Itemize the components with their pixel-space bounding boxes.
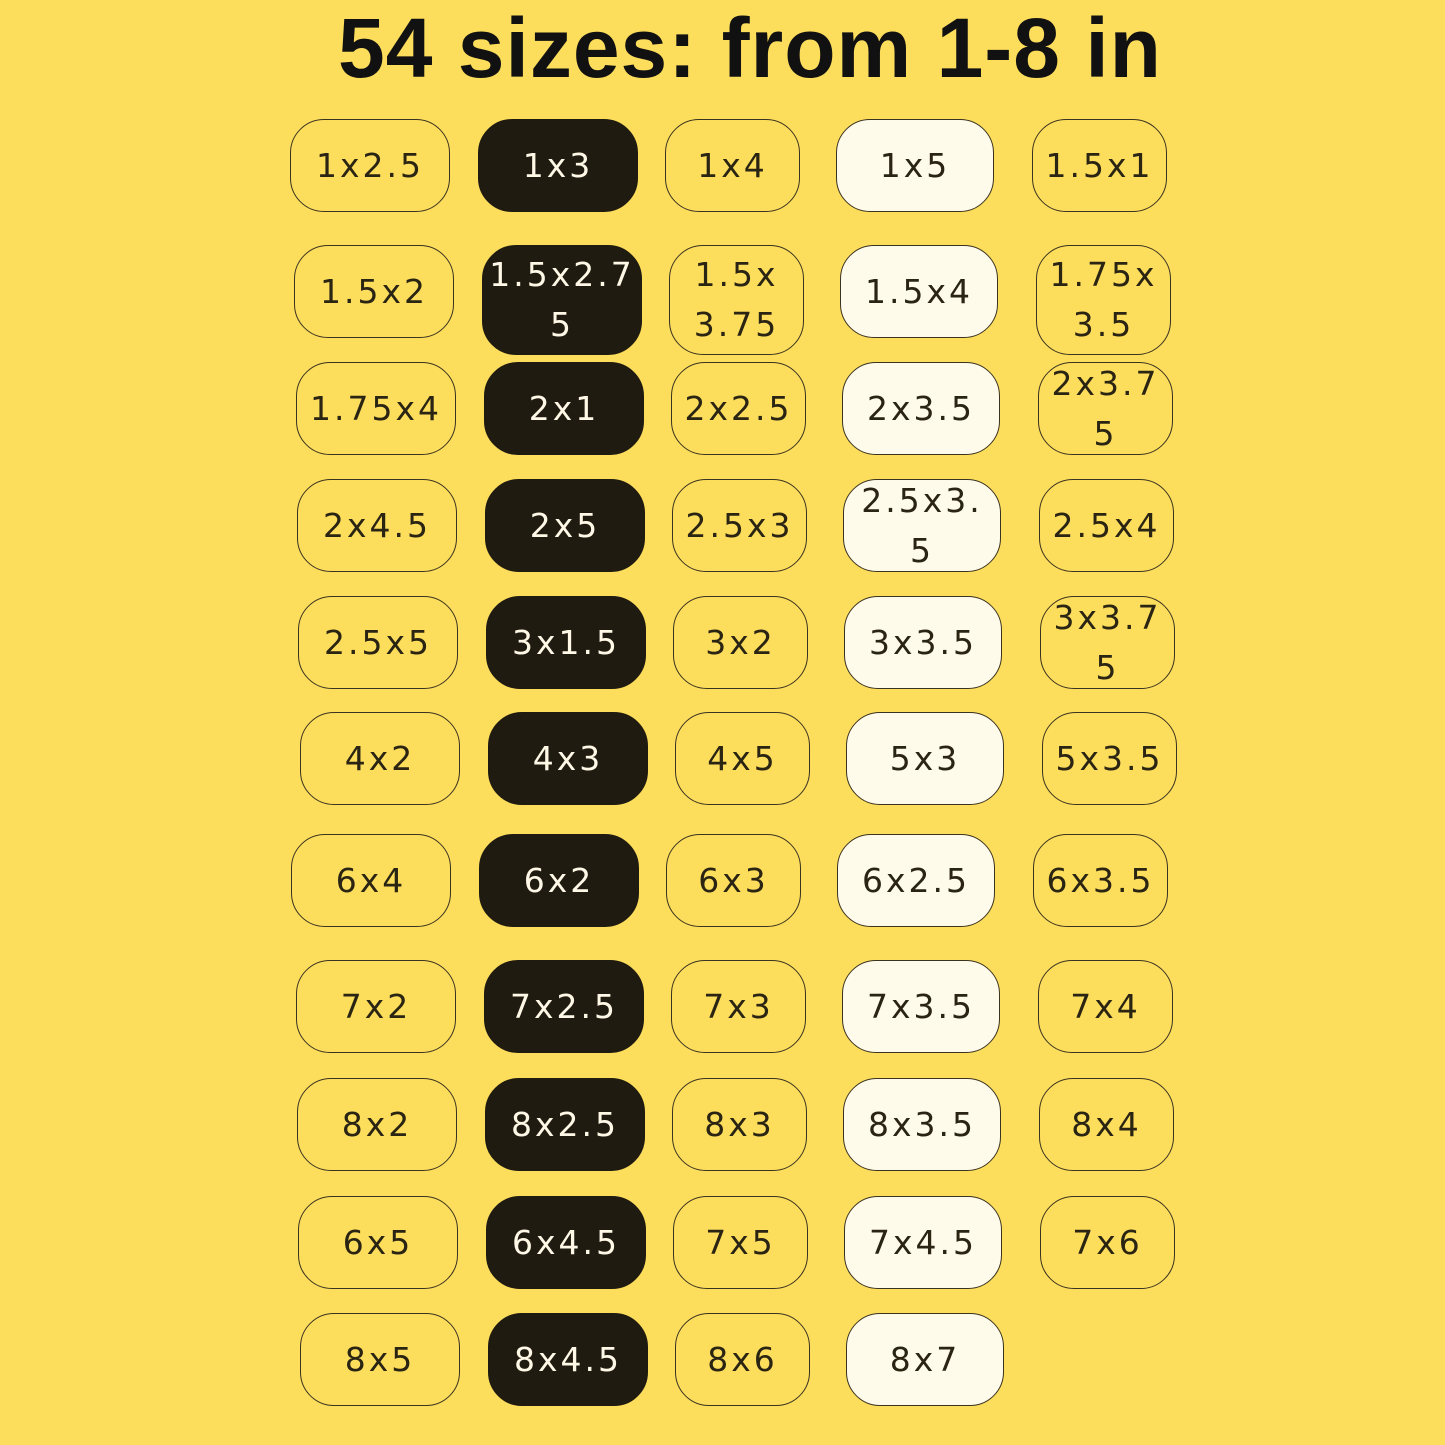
- size-option-2x3-5[interactable]: 2x3.5: [842, 362, 1000, 455]
- size-option-1-5x2-75[interactable]: 1.5x2.75: [482, 245, 642, 355]
- size-option-8x7[interactable]: 8x7: [846, 1313, 1004, 1406]
- size-option-2-5x5[interactable]: 2.5x5: [298, 596, 458, 689]
- size-option-7x6[interactable]: 7x6: [1040, 1196, 1175, 1289]
- size-option-6x4-5[interactable]: 6x4.5: [486, 1196, 646, 1289]
- size-option-6x2[interactable]: 6x2: [479, 834, 639, 927]
- size-option-8x6[interactable]: 8x6: [675, 1313, 810, 1406]
- size-option-7x3-5[interactable]: 7x3.5: [842, 960, 1000, 1053]
- size-option-8x5[interactable]: 8x5: [300, 1313, 460, 1406]
- size-option-7x2-5[interactable]: 7x2.5: [484, 960, 644, 1053]
- size-option-1-5x4[interactable]: 1.5x4: [840, 245, 998, 338]
- size-option-1x2-5[interactable]: 1x2.5: [290, 119, 450, 212]
- size-option-8x3[interactable]: 8x3: [672, 1078, 807, 1171]
- size-option-4x5[interactable]: 4x5: [675, 712, 810, 805]
- size-option-3x3-5[interactable]: 3x3.5: [844, 596, 1002, 689]
- size-option-8x4[interactable]: 8x4: [1039, 1078, 1174, 1171]
- size-option-7x3[interactable]: 7x3: [671, 960, 806, 1053]
- size-option-6x4[interactable]: 6x4: [291, 834, 451, 927]
- size-option-1x3[interactable]: 1x3: [478, 119, 638, 212]
- size-option-6x5[interactable]: 6x5: [298, 1196, 458, 1289]
- size-option-2-5x4[interactable]: 2.5x4: [1039, 479, 1174, 572]
- size-option-8x3-5[interactable]: 8x3.5: [843, 1078, 1001, 1171]
- size-option-7x4-5[interactable]: 7x4.5: [844, 1196, 1002, 1289]
- size-option-2x1[interactable]: 2x1: [484, 362, 644, 455]
- size-option-2x4-5[interactable]: 2x4.5: [297, 479, 457, 572]
- size-option-1-5x3-75[interactable]: 1.5x3.75: [669, 245, 804, 355]
- size-option-6x2-5[interactable]: 6x2.5: [837, 834, 995, 927]
- size-option-5x3-5[interactable]: 5x3.5: [1042, 712, 1177, 805]
- size-option-3x2[interactable]: 3x2: [673, 596, 808, 689]
- page-title: 54 sizes: from 1-8 in: [338, 1, 1162, 95]
- size-option-8x2-5[interactable]: 8x2.5: [485, 1078, 645, 1171]
- size-option-6x3-5[interactable]: 6x3.5: [1033, 834, 1168, 927]
- size-option-7x5[interactable]: 7x5: [673, 1196, 808, 1289]
- size-option-6x3[interactable]: 6x3: [666, 834, 801, 927]
- size-option-1-75x3-5[interactable]: 1.75x3.5: [1036, 245, 1171, 355]
- size-option-7x4[interactable]: 7x4: [1038, 960, 1173, 1053]
- size-option-1-5x1[interactable]: 1.5x1: [1032, 119, 1167, 212]
- size-option-2x2-5[interactable]: 2x2.5: [671, 362, 806, 455]
- size-option-7x2[interactable]: 7x2: [296, 960, 456, 1053]
- size-option-5x3[interactable]: 5x3: [846, 712, 1004, 805]
- size-option-8x4-5[interactable]: 8x4.5: [488, 1313, 648, 1406]
- size-option-1-75x4[interactable]: 1.75x4: [296, 362, 456, 455]
- size-option-1-5x2[interactable]: 1.5x2: [294, 245, 454, 338]
- size-option-1x5[interactable]: 1x5: [836, 119, 994, 212]
- size-option-1x4[interactable]: 1x4: [665, 119, 800, 212]
- size-option-2x5[interactable]: 2x5: [485, 479, 645, 572]
- size-option-2x3-75[interactable]: 2x3.75: [1038, 362, 1173, 455]
- size-option-4x3[interactable]: 4x3: [488, 712, 648, 805]
- size-option-2-5x3-5[interactable]: 2.5x3.5: [843, 479, 1001, 572]
- size-option-8x2[interactable]: 8x2: [297, 1078, 457, 1171]
- size-option-3x1-5[interactable]: 3x1.5: [486, 596, 646, 689]
- size-option-4x2[interactable]: 4x2: [300, 712, 460, 805]
- size-option-2-5x3[interactable]: 2.5x3: [672, 479, 807, 572]
- size-option-3x3-75[interactable]: 3x3.75: [1040, 596, 1175, 689]
